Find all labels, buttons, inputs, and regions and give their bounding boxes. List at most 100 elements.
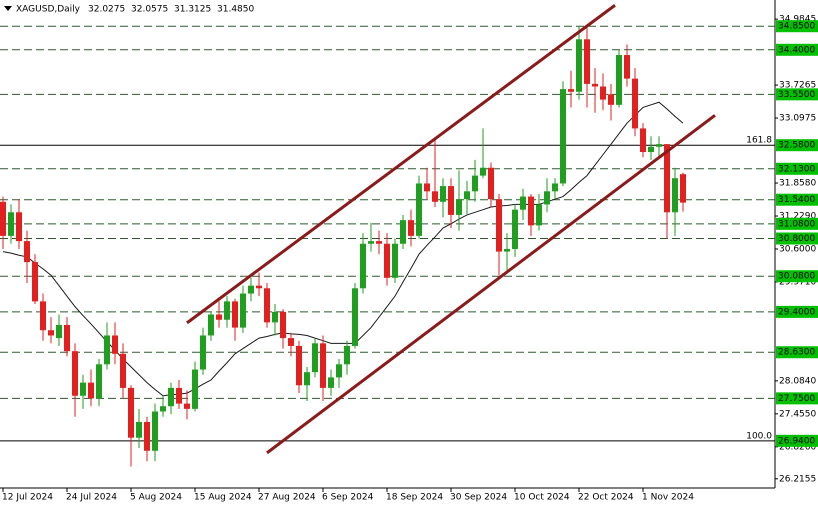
candle-body [344, 345, 350, 365]
candle-body [624, 55, 630, 79]
header-value: 31.3125 [174, 5, 211, 15]
candle-body [632, 78, 638, 129]
candle-body [48, 330, 54, 336]
candle-body [296, 345, 302, 386]
y-tick-label: 26.2155 [779, 474, 816, 484]
candle-body [368, 241, 374, 244]
candle-body [600, 86, 606, 100]
candle-body [320, 343, 326, 388]
candle-body [512, 209, 518, 249]
candle-body [496, 199, 502, 252]
level-label: 27.7500 [778, 394, 815, 404]
candle-body [224, 301, 230, 320]
x-tick-label: 6 Sep 2024 [322, 493, 374, 503]
candle-body [448, 186, 454, 215]
candle-body [592, 83, 598, 87]
x-tick-label: 27 Aug 2024 [258, 493, 316, 503]
x-tick-label: 12 Jul 2024 [2, 493, 53, 503]
candle-body [664, 144, 670, 213]
candle-body [656, 144, 662, 147]
candle-body [520, 196, 526, 210]
candle-body [112, 335, 118, 354]
level-box [776, 217, 818, 230]
candle-body [40, 301, 46, 331]
candle-body [96, 364, 102, 399]
level-label: 28.6300 [778, 348, 815, 358]
candle-body [432, 191, 438, 202]
candle-body [528, 196, 534, 226]
fib-box [776, 434, 818, 447]
level-box [776, 346, 818, 359]
x-tick-label: 22 Oct 2024 [578, 493, 634, 503]
level-label: 31.5400 [778, 195, 815, 205]
level-label: 33.5500 [778, 90, 815, 100]
candle-body [104, 335, 110, 365]
candle-body [256, 285, 262, 289]
fib-box [776, 139, 818, 152]
candle-body [408, 220, 414, 236]
header-value: 32.0575 [131, 5, 168, 15]
candle-body [568, 89, 574, 92]
candle-body [288, 338, 294, 346]
candle-body [384, 243, 390, 278]
level-box [776, 43, 818, 56]
candle-body [416, 183, 422, 236]
level-box [776, 88, 818, 101]
y-tick-label: 31.2290 [779, 212, 816, 222]
channel-line [186, 4, 616, 325]
y-tick-label: 26.8260 [779, 442, 816, 452]
candle-body [56, 324, 62, 339]
collapse-icon[interactable] [4, 6, 12, 11]
header-value: 32.0275 [88, 5, 125, 15]
candle-body [152, 411, 158, 451]
candle-body [24, 241, 30, 263]
y-tick-label: 29.9710 [779, 277, 816, 287]
candle-body [208, 314, 214, 336]
candle-body [88, 382, 94, 399]
level-label: 34.8500 [778, 22, 815, 32]
level-label: 30.8000 [778, 234, 815, 244]
header-value: 31.4850 [217, 5, 254, 15]
level-box [776, 20, 818, 33]
candle-body [560, 89, 566, 184]
y-tick-label: 34.9845 [779, 15, 816, 25]
channel-line [266, 114, 716, 455]
candle-body [32, 262, 38, 302]
candle-body [80, 382, 86, 396]
level-label: 30.0800 [778, 272, 815, 282]
candle-body [72, 351, 78, 396]
candle-body [616, 55, 622, 105]
x-tick-label: 24 Jul 2024 [66, 493, 117, 503]
candle-body [144, 421, 150, 451]
candle-body [200, 335, 206, 370]
candle-body [504, 248, 510, 252]
x-tick-label: 10 Oct 2024 [514, 493, 570, 503]
fib-label: 26.9400 [778, 436, 815, 446]
candle-body [544, 191, 550, 205]
x-tick-label: 5 Aug 2024 [130, 493, 182, 503]
candle-body [328, 377, 334, 388]
candle-body [240, 293, 246, 328]
candle-body [176, 387, 182, 404]
x-tick-label: 1 Nov 2024 [642, 493, 694, 503]
level-label: 34.4000 [778, 45, 815, 55]
candle-body [352, 288, 358, 346]
candle-body [400, 220, 406, 244]
fib-label: 32.5800 [778, 141, 815, 151]
level-box [776, 162, 818, 175]
candle-body [168, 387, 174, 407]
candle-body [8, 212, 14, 236]
candle-body [336, 364, 342, 378]
candle-body [376, 241, 382, 244]
level-box [776, 270, 818, 283]
fib-ratio: 161.8 [746, 136, 772, 146]
candle-body [584, 39, 590, 84]
candle-body [136, 421, 142, 438]
y-tick-label: 31.8580 [779, 179, 816, 189]
candle-body [472, 175, 478, 192]
candle-body [536, 204, 542, 226]
candle-body [464, 191, 470, 200]
candle-body [16, 212, 22, 242]
